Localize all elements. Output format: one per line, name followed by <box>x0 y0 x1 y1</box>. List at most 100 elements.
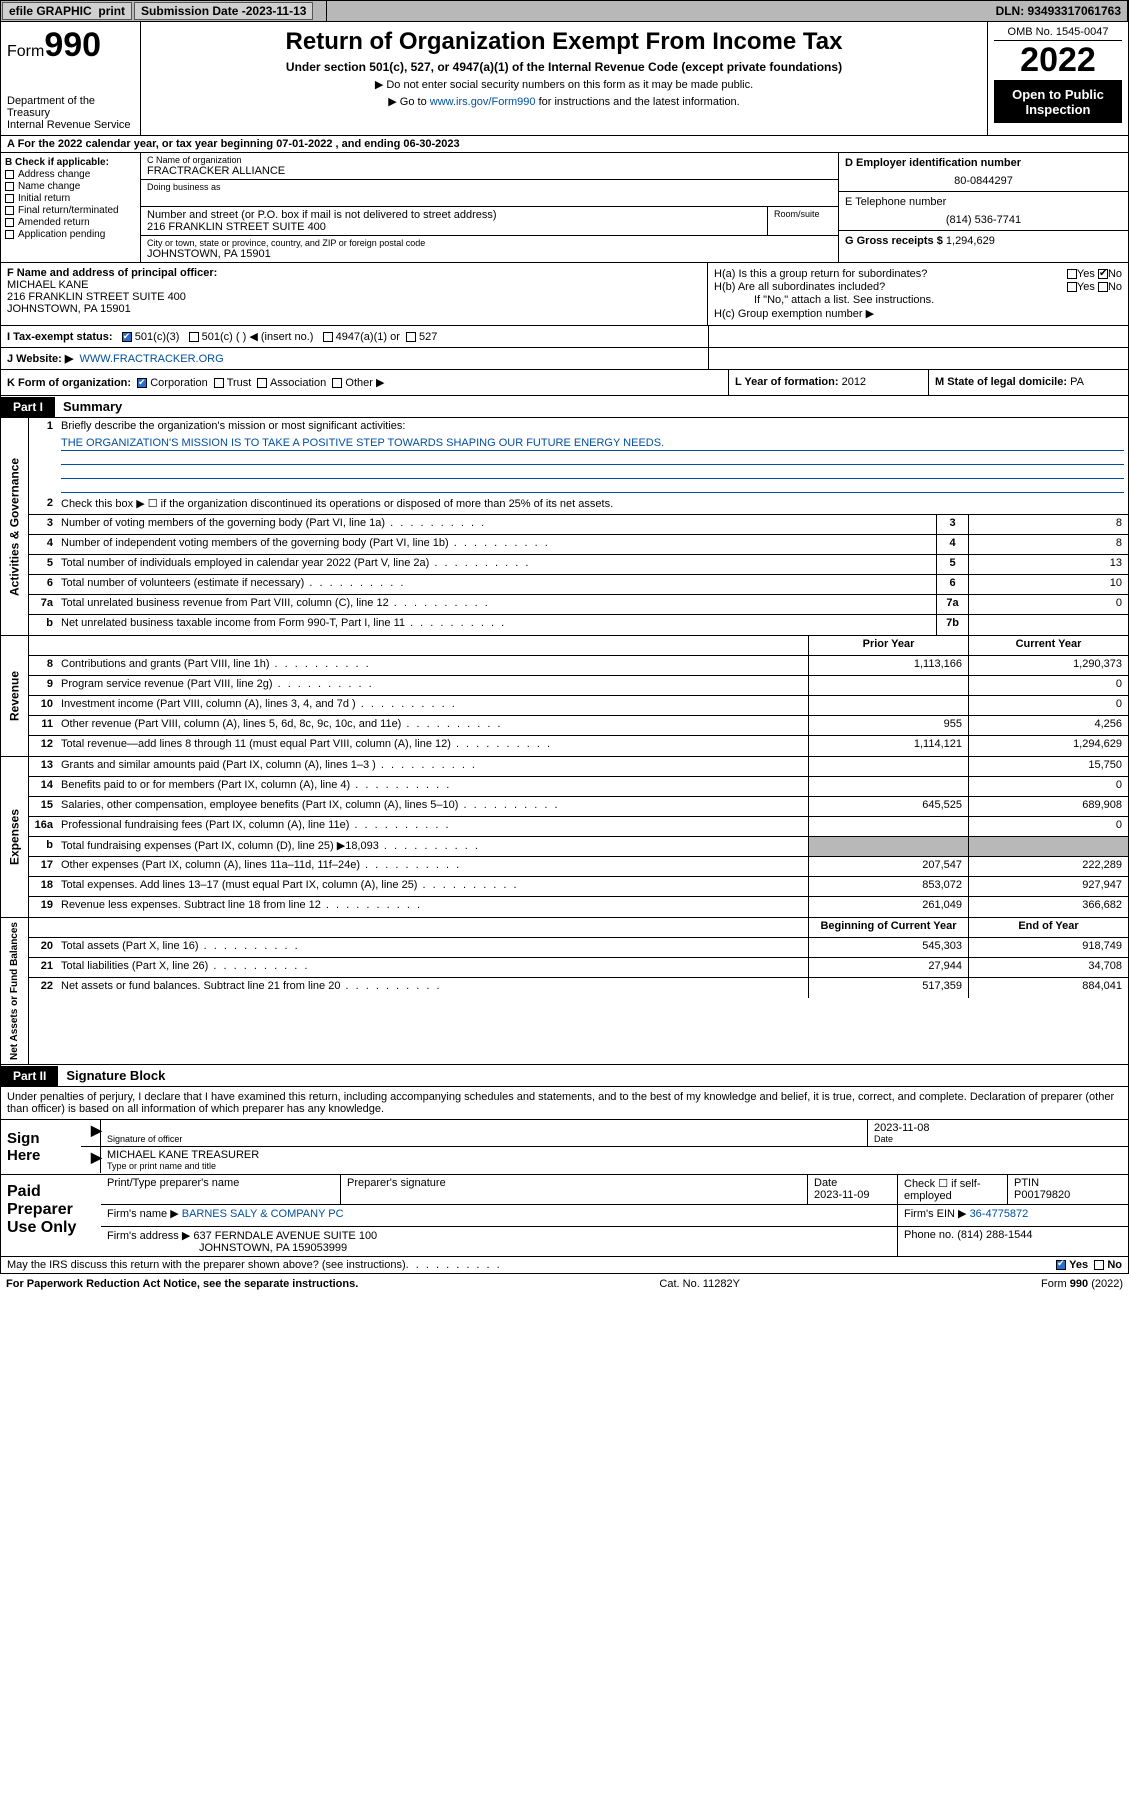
efile-label: efile GRAPHIC print <box>2 2 132 20</box>
state-domicile: PA <box>1070 376 1084 388</box>
discuss-yes-checkbox[interactable] <box>1056 1260 1066 1270</box>
row-f-h: F Name and address of principal officer:… <box>0 263 1129 326</box>
b-option[interactable]: Application pending <box>5 229 136 240</box>
table-row: 17Other expenses (Part IX, column (A), l… <box>29 857 1128 877</box>
h-a-no-checkbox[interactable] <box>1098 269 1108 279</box>
section-expenses: Expenses 13Grants and similar amounts pa… <box>0 757 1129 918</box>
sig-date: 2023-11-08 <box>874 1122 1122 1134</box>
paid-preparer-label: Paid Preparer Use Only <box>1 1175 101 1256</box>
table-row: bTotal fundraising expenses (Part IX, co… <box>29 837 1128 857</box>
sig-officer-label: Signature of officer <box>107 1134 861 1144</box>
table-row: 5Total number of individuals employed in… <box>29 555 1128 575</box>
table-row: bNet unrelated business taxable income f… <box>29 615 1128 635</box>
table-row: 11Other revenue (Part VIII, column (A), … <box>29 716 1128 736</box>
table-row: 20Total assets (Part X, line 16)545,3039… <box>29 938 1128 958</box>
officer-name: MICHAEL KANE <box>7 279 701 291</box>
part-2-header: Part II Signature Block <box>0 1065 1129 1087</box>
firm-name-link[interactable]: BARNES SALY & COMPANY PC <box>182 1208 344 1220</box>
current-year-header: Current Year <box>968 636 1128 655</box>
table-row: 12Total revenue—add lines 8 through 11 (… <box>29 736 1128 756</box>
table-row: 19Revenue less expenses. Subtract line 1… <box>29 897 1128 917</box>
part-1-header: Part I Summary <box>0 396 1129 418</box>
irs-link[interactable]: www.irs.gov/Form990 <box>430 96 536 108</box>
phone: (814) 536-7741 <box>845 214 1122 226</box>
section-h: H(a) Is this a group return for subordin… <box>708 263 1128 325</box>
vlabel-governance: Activities & Governance <box>1 418 29 635</box>
firm-ein-link[interactable]: 36-4775872 <box>970 1208 1029 1220</box>
section-net-assets: Net Assets or Fund Balances Beginning of… <box>0 918 1129 1065</box>
firm-addr: 637 FERNDALE AVENUE SUITE 100 <box>193 1230 377 1242</box>
instr-1: ▶ Do not enter social security numbers o… <box>147 78 981 91</box>
section-f: F Name and address of principal officer:… <box>1 263 708 325</box>
table-row: 14Benefits paid to or for members (Part … <box>29 777 1128 797</box>
form-ref: Form 990 (2022) <box>1041 1278 1123 1290</box>
cat-no: Cat. No. 11282Y <box>358 1278 1041 1290</box>
ptin: P00179820 <box>1014 1189 1122 1201</box>
section-e: E Telephone number (814) 536-7741 <box>839 192 1128 231</box>
row-a-tax-year: A For the 2022 calendar year, or tax yea… <box>0 136 1129 153</box>
b-option[interactable]: Initial return <box>5 193 136 204</box>
section-c-dba: Doing business as <box>141 180 838 207</box>
prep-date: 2023-11-09 <box>814 1189 891 1201</box>
print-button[interactable]: print <box>98 4 125 18</box>
gross-receipts: 1,294,629 <box>946 235 995 247</box>
department: Department of the Treasury Internal Reve… <box>7 95 134 131</box>
begin-year-header: Beginning of Current Year <box>808 918 968 937</box>
table-row: 4Number of independent voting members of… <box>29 535 1128 555</box>
tax-year: 2022 <box>994 41 1122 81</box>
firm-phone: (814) 288-1544 <box>957 1229 1032 1241</box>
b-option[interactable]: Final return/terminated <box>5 205 136 216</box>
table-row: 13Grants and similar amounts paid (Part … <box>29 757 1128 777</box>
instr-2: ▶ Go to www.irs.gov/Form990 for instruct… <box>147 95 981 108</box>
dln: DLN: 93493317061763 <box>990 1 1128 21</box>
table-row: 6Total number of volunteers (estimate if… <box>29 575 1128 595</box>
table-row: 8Contributions and grants (Part VIII, li… <box>29 656 1128 676</box>
corp-checkbox[interactable] <box>137 378 147 388</box>
section-governance: Activities & Governance 1Briefly describ… <box>0 418 1129 636</box>
submission-date: Submission Date - 2023-11-13 <box>134 2 313 20</box>
pra-notice: For Paperwork Reduction Act Notice, see … <box>6 1278 358 1290</box>
table-row: 10Investment income (Part VIII, column (… <box>29 696 1128 716</box>
section-c-name: C Name of organization FRACTRACKER ALLIA… <box>141 153 838 180</box>
table-row: 22Net assets or fund balances. Subtract … <box>29 978 1128 998</box>
omb-number: OMB No. 1545-0047 <box>994 26 1122 41</box>
section-b-to-g: B Check if applicable: Address changeNam… <box>0 153 1129 263</box>
b-option[interactable]: Amended return <box>5 217 136 228</box>
open-inspection: Open to Public Inspection <box>994 81 1122 123</box>
table-row: 15Salaries, other compensation, employee… <box>29 797 1128 817</box>
form-subtitle: Under section 501(c), 527, or 4947(a)(1)… <box>147 60 981 74</box>
org-name: FRACTRACKER ALLIANCE <box>147 165 832 177</box>
section-g: G Gross receipts $ 1,294,629 <box>839 231 1128 251</box>
sign-here-block: Sign Here ▶ Signature of officer 2023-11… <box>0 1120 1129 1175</box>
section-c-street: Number and street (or P.O. box if mail i… <box>141 207 768 235</box>
paid-preparer-block: Paid Preparer Use Only Print/Type prepar… <box>0 1175 1129 1257</box>
topbar: efile GRAPHIC print Submission Date - 20… <box>0 0 1129 22</box>
self-employed-check[interactable]: Check ☐ if self-employed <box>904 1177 1001 1202</box>
table-row: 21Total liabilities (Part X, line 26)27,… <box>29 958 1128 978</box>
room-suite: Room/suite <box>768 207 838 235</box>
prior-year-header: Prior Year <box>808 636 968 655</box>
section-revenue: Revenue Prior YearCurrent Year 8Contribu… <box>0 636 1129 757</box>
sign-here-label: Sign Here <box>1 1120 81 1174</box>
website-link[interactable]: WWW.FRACTRACKER.ORG <box>79 353 223 365</box>
section-c-city: City or town, state or province, country… <box>141 236 838 262</box>
row-klm: K Form of organization: Corporation Trus… <box>0 370 1129 396</box>
501c3-checkbox[interactable] <box>122 332 132 342</box>
ein: 80-0844297 <box>845 175 1122 187</box>
section-b: B Check if applicable: Address changeNam… <box>1 153 141 262</box>
form-number: Form990 <box>7 26 134 65</box>
b-option[interactable]: Address change <box>5 169 136 180</box>
b-option[interactable]: Name change <box>5 181 136 192</box>
end-year-header: End of Year <box>968 918 1128 937</box>
vlabel-net: Net Assets or Fund Balances <box>1 918 29 1064</box>
vlabel-revenue: Revenue <box>1 636 29 756</box>
form-title: Return of Organization Exempt From Incom… <box>147 28 981 56</box>
b-label: B Check if applicable: <box>5 157 136 168</box>
form-header: Form990 Department of the Treasury Inter… <box>0 22 1129 136</box>
footer: For Paperwork Reduction Act Notice, see … <box>0 1274 1129 1294</box>
table-row: 16aProfessional fundraising fees (Part I… <box>29 817 1128 837</box>
year-formation: 2012 <box>842 376 866 388</box>
signature-intro: Under penalties of perjury, I declare th… <box>0 1087 1129 1120</box>
vlabel-expenses: Expenses <box>1 757 29 917</box>
row-i: I Tax-exempt status: 501(c)(3) 501(c) ( … <box>0 326 1129 348</box>
